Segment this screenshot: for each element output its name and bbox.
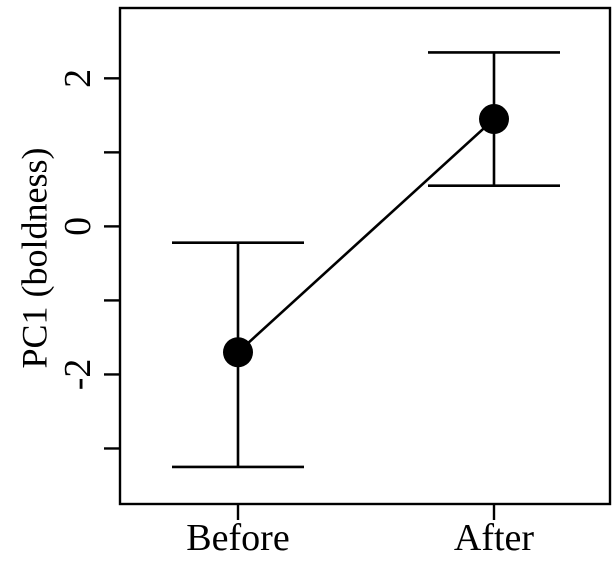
plot-frame	[118, 6, 612, 506]
data-point	[479, 104, 509, 135]
series-group	[172, 51, 560, 469]
series-line	[237, 118, 495, 354]
y-axis-label: PC1 (boldness)	[14, 147, 54, 368]
x-axis: Before After	[186, 504, 534, 559]
y-axis: -2 0 2	[57, 69, 120, 450]
data-point	[223, 337, 253, 368]
y-tick-label: -2	[57, 359, 99, 391]
x-tick-label: After	[454, 517, 535, 559]
y-tick-label: 2	[57, 69, 99, 88]
y-tick-label: 0	[57, 217, 99, 236]
x-tick-label: Before	[186, 517, 289, 559]
